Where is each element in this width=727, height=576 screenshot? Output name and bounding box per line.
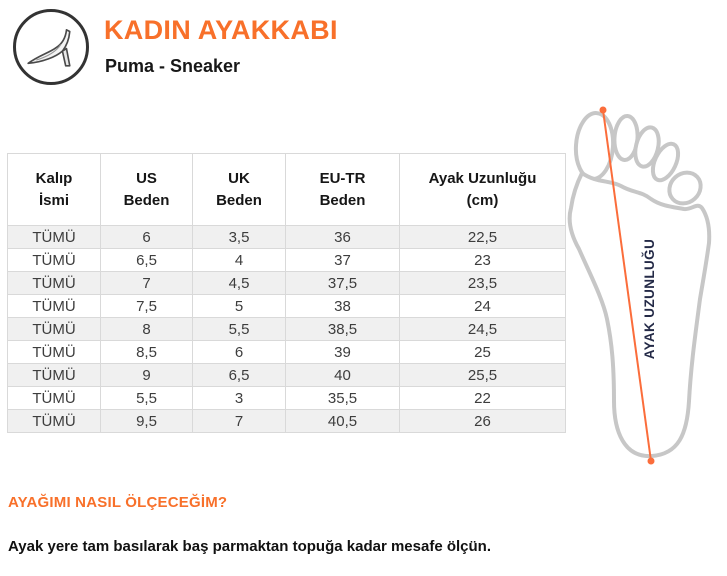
foot-sole-outline xyxy=(567,171,712,459)
size-table-cell: 6,5 xyxy=(100,248,193,272)
foot-outline-graphic xyxy=(567,111,712,459)
size-table-body: TÜMÜ 6 3,5 36 22,5 TÜMÜ 6,5 4 37 23 TÜMÜ 7 4,5 37,5 23… xyxy=(7,225,566,433)
size-table-cell: 25,5 xyxy=(399,363,566,387)
size-table-row: TÜMÜ 7,5 5 38 24 xyxy=(7,294,566,318)
measure-line-bottom-dot xyxy=(647,457,655,465)
size-table-cell: 6 xyxy=(100,225,193,249)
size-table-row: TÜMÜ 5,5 3 35,5 22 xyxy=(7,386,566,410)
size-table-cell: 7 xyxy=(192,409,286,433)
size-table-header-row: Kalıp İsmi US Beden UK Beden EU-TR Beden Ayak Uz… xyxy=(7,153,566,226)
size-table-cell: 5 xyxy=(192,294,286,318)
size-table-row: TÜMÜ 9 6,5 40 25,5 xyxy=(7,363,566,387)
measurement-arrow xyxy=(599,106,655,465)
page-title: KADIN AYAKKABI xyxy=(104,15,338,45)
size-table-row: TÜMÜ 6,5 4 37 23 xyxy=(7,248,566,272)
size-table-cell: 24 xyxy=(399,294,566,318)
size-table-cell: TÜMÜ xyxy=(7,271,101,295)
size-table: Kalıp İsmi US Beden UK Beden EU-TR Beden Ayak Uz… xyxy=(7,153,566,433)
size-table-cell: 5,5 xyxy=(100,386,193,410)
size-table-cell: TÜMÜ xyxy=(7,294,101,318)
size-table-cell: TÜMÜ xyxy=(7,409,101,433)
size-table-cell: 8,5 xyxy=(100,340,193,364)
third-toe-outline xyxy=(633,125,661,169)
high-heel-shoe-graphic xyxy=(27,29,71,67)
size-table-cell: 38 xyxy=(285,294,400,318)
size-table-cell: TÜMÜ xyxy=(7,340,101,364)
measure-question-heading: AYAĞIMI NASIL ÖLÇECEĞİM? xyxy=(8,494,228,511)
size-table-cell: 4 xyxy=(192,248,286,272)
size-table-cell: 25 xyxy=(399,340,566,364)
size-table-cell: 40 xyxy=(285,363,400,387)
size-table-cell: TÜMÜ xyxy=(7,363,101,387)
size-table-cell: 26 xyxy=(399,409,566,433)
size-table-cell: 36 xyxy=(285,225,400,249)
size-table-cell: 5,5 xyxy=(192,317,286,341)
size-table-row: TÜMÜ 8,5 6 39 25 xyxy=(7,340,566,364)
size-table-row: TÜMÜ 8 5,5 38,5 24,5 xyxy=(7,317,566,341)
size-table-cell: 37,5 xyxy=(285,271,400,295)
size-table-cell: 8 xyxy=(100,317,193,341)
size-table-cell: 6,5 xyxy=(192,363,286,387)
size-table-cell: 3 xyxy=(192,386,286,410)
size-table-row: TÜMÜ 9,5 7 40,5 26 xyxy=(7,409,566,433)
size-table-cell: 37 xyxy=(285,248,400,272)
size-table-cell: 38,5 xyxy=(285,317,400,341)
size-table-cell: 7 xyxy=(100,271,193,295)
size-table-cell: 6 xyxy=(192,340,286,364)
page-subtitle: Puma - Sneaker xyxy=(105,56,241,76)
size-table-cell: 39 xyxy=(285,340,400,364)
size-table-row: TÜMÜ 6 3,5 36 22,5 xyxy=(7,225,566,249)
size-table-cell: 3,5 xyxy=(192,225,286,249)
size-table-cell: 24,5 xyxy=(399,317,566,341)
size-table-column-header: US Beden xyxy=(100,153,193,226)
size-table-cell: TÜMÜ xyxy=(7,317,101,341)
size-table-header: Kalıp İsmi US Beden UK Beden EU-TR Beden Ayak Uz… xyxy=(7,153,566,226)
size-table-cell: 23 xyxy=(399,248,566,272)
size-table-cell: TÜMÜ xyxy=(7,386,101,410)
size-table-cell: 35,5 xyxy=(285,386,400,410)
big-toe-outline xyxy=(573,111,616,181)
size-table-column-header: EU-TR Beden xyxy=(285,153,400,226)
pinky-toe-outline xyxy=(667,170,703,206)
size-table-column-header: Ayak Uzunluğu (cm) xyxy=(399,153,566,226)
size-table-cell: 23,5 xyxy=(399,271,566,295)
size-table-cell: 22,5 xyxy=(399,225,566,249)
size-table-cell: 4,5 xyxy=(192,271,286,295)
foot-length-diagram: AYAK UZUNLUĞU xyxy=(567,106,712,465)
size-table-cell: 9,5 xyxy=(100,409,193,433)
size-table-column-header: Kalıp İsmi xyxy=(7,153,101,226)
size-table-column-header: UK Beden xyxy=(192,153,286,226)
measure-line-top-dot xyxy=(599,106,607,114)
measure-instruction-text: Ayak yere tam basılarak baş parmaktan to… xyxy=(8,538,491,555)
size-table-cell: 9 xyxy=(100,363,193,387)
size-table-cell: 7,5 xyxy=(100,294,193,318)
size-table-cell: TÜMÜ xyxy=(7,225,101,249)
fourth-toe-outline xyxy=(650,141,681,183)
size-table-cell: 40,5 xyxy=(285,409,400,433)
size-table-cell: TÜMÜ xyxy=(7,248,101,272)
high-heel-icon xyxy=(13,9,89,85)
foot-length-label: AYAK UZUNLUĞU xyxy=(642,239,657,359)
size-table-row: TÜMÜ 7 4,5 37,5 23,5 xyxy=(7,271,566,295)
size-table-cell: 22 xyxy=(399,386,566,410)
